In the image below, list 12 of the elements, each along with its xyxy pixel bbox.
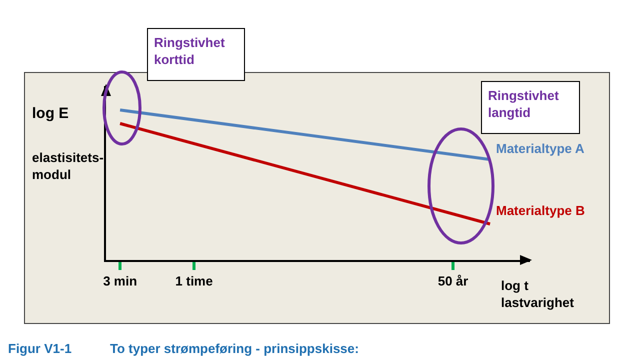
annotation: Ringstivhet langtid: [488, 88, 560, 120]
series-label: Materialtype A: [496, 141, 585, 156]
x-tick-label: 3 min: [103, 274, 138, 289]
series-label: Materialtype B: [496, 203, 585, 218]
text: To typer strømpeføring - prinsippskisse:: [110, 341, 359, 356]
x-axis-title: log t lastvarighet: [501, 278, 575, 310]
y-axis-title: log E: [32, 105, 69, 122]
x-tick-label: 1 time: [175, 274, 213, 289]
text: Figur V1-1: [8, 341, 72, 356]
x-tick-label: 50 år: [438, 274, 468, 289]
text: Ringstivhet korttid: [154, 35, 226, 67]
text: elastisitets- modul: [32, 150, 104, 182]
